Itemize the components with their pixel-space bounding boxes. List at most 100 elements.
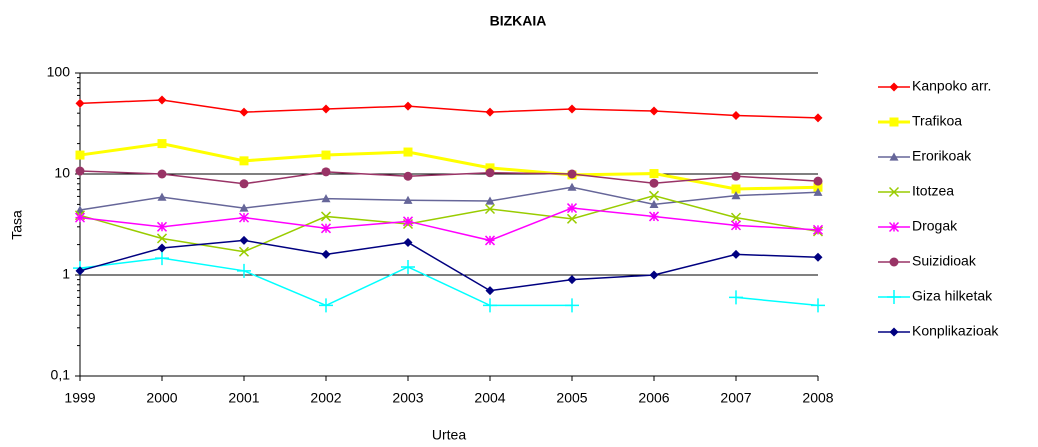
data-point — [238, 246, 250, 257]
data-point — [321, 249, 331, 259]
data-point — [812, 224, 824, 235]
legend-marker — [889, 327, 899, 337]
series-line — [79, 239, 819, 292]
data-point — [321, 194, 331, 203]
data-point — [811, 298, 825, 313]
legend-marker — [889, 82, 899, 92]
data-point — [237, 263, 251, 278]
data-point — [156, 221, 168, 232]
x-tick-label: 2004 — [474, 390, 505, 406]
series-line — [79, 170, 819, 185]
data-point — [75, 266, 85, 276]
data-point — [157, 169, 167, 179]
data-point — [567, 275, 577, 285]
data-point — [401, 260, 415, 275]
legend-label: Konplikazioak — [912, 323, 999, 339]
series-line — [79, 207, 819, 242]
data-point — [731, 191, 741, 200]
data-point — [485, 107, 495, 117]
data-point — [649, 106, 659, 116]
x-tick-label: 2003 — [392, 390, 423, 406]
x-tick-label: 2006 — [638, 390, 669, 406]
data-point — [648, 211, 660, 222]
legend-label: Kanpoko arr. — [912, 78, 991, 94]
data-point — [321, 167, 331, 177]
data-point — [484, 235, 496, 246]
data-point — [74, 212, 86, 223]
data-point — [320, 211, 332, 222]
data-point — [157, 139, 167, 149]
y-axis-label: Tasa — [9, 210, 25, 240]
data-point — [75, 150, 85, 160]
data-point — [567, 169, 577, 179]
legend-marker — [889, 257, 899, 267]
y-tick-label: 0,1 — [51, 367, 71, 383]
data-point — [731, 110, 741, 120]
data-point — [239, 235, 249, 245]
legend-label: Suizidioak — [912, 253, 977, 269]
data-point — [238, 212, 250, 223]
data-point — [485, 286, 495, 296]
data-point — [485, 168, 495, 178]
y-tick-label: 100 — [47, 64, 71, 80]
chart-title: BIZKAIA — [490, 13, 547, 29]
data-point — [403, 237, 413, 247]
legend-marker — [889, 152, 899, 161]
data-point — [319, 298, 333, 313]
data-point — [157, 243, 167, 253]
data-point — [485, 163, 495, 173]
data-point — [321, 150, 331, 160]
legend-marker — [888, 221, 900, 233]
legend-label: Itotzea — [912, 183, 954, 199]
x-tick-label: 2005 — [556, 390, 587, 406]
data-point — [567, 104, 577, 114]
data-point — [813, 113, 823, 123]
legend-label: Giza hilketak — [912, 288, 993, 304]
legend-label: Erorikoak — [912, 148, 972, 164]
x-tick-label: 1999 — [64, 390, 95, 406]
data-point — [649, 270, 659, 280]
data-point — [567, 182, 577, 191]
data-point — [239, 203, 249, 212]
data-point — [813, 182, 823, 192]
data-point — [239, 156, 249, 166]
y-tick-label: 10 — [54, 165, 70, 181]
data-point — [813, 252, 823, 262]
legend-marker — [887, 290, 901, 304]
data-point — [649, 178, 659, 188]
data-point — [485, 196, 495, 205]
data-point — [731, 249, 741, 259]
data-point — [403, 101, 413, 111]
series-line — [79, 194, 819, 253]
data-point — [649, 169, 659, 179]
data-point — [813, 187, 823, 196]
y-tick-label: 1 — [62, 266, 70, 282]
data-point — [403, 171, 413, 181]
data-point — [157, 95, 167, 105]
data-point — [649, 199, 659, 209]
data-point — [731, 184, 741, 194]
series-line — [79, 99, 819, 119]
series-line — [79, 186, 819, 211]
series-line — [79, 142, 819, 191]
legend-marker — [889, 117, 899, 127]
data-point — [731, 171, 741, 181]
series-line — [79, 257, 819, 307]
data-point — [565, 298, 579, 313]
data-point — [75, 205, 85, 214]
legend-marker — [888, 186, 900, 198]
data-point — [75, 98, 85, 108]
x-tick-label: 2008 — [802, 390, 833, 406]
data-point — [729, 290, 743, 305]
x-tick-label: 2001 — [228, 390, 259, 406]
data-point — [239, 107, 249, 117]
data-point — [403, 195, 413, 204]
data-point — [155, 251, 169, 266]
x-tick-label: 2007 — [720, 390, 751, 406]
legend-label: Drogak — [912, 218, 958, 234]
x-axis-label: Urtea — [432, 427, 466, 443]
data-point — [566, 203, 578, 214]
data-point — [484, 203, 496, 215]
data-point — [75, 166, 85, 176]
data-point — [156, 233, 168, 244]
